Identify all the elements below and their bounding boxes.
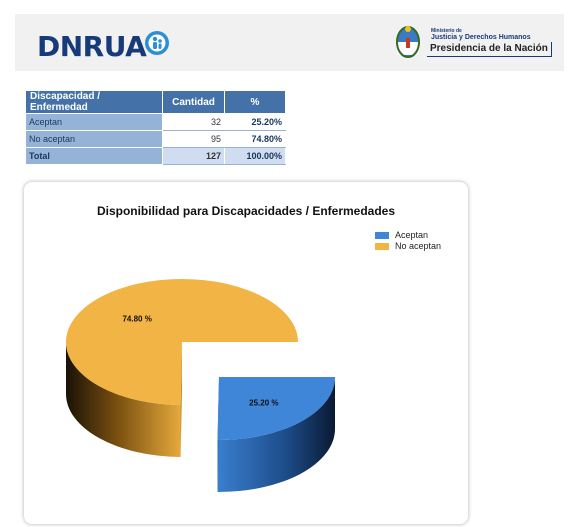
row-percent: 25.20% — [224, 113, 286, 131]
chart-title: Disponibilidad para Discapacidades / Enf… — [96, 204, 396, 218]
column-header-percent: % — [224, 90, 286, 114]
pie-side-no-aceptan — [66, 342, 181, 457]
summary-table: Discapacidad / Enfermedad Cantidad % Ace… — [25, 90, 286, 165]
pie-side-aceptan — [217, 377, 335, 492]
table-header-row: Discapacidad / Enfermedad Cantidad % — [25, 90, 286, 114]
total-percent: 100.00% — [224, 147, 286, 165]
argentina-shield-icon — [396, 26, 420, 58]
table-total-row: Total 127 100.00% — [25, 147, 286, 165]
row-count: 95 — [162, 130, 225, 148]
row-label: No aceptan — [25, 130, 163, 148]
legend-swatch-no-aceptan — [375, 243, 389, 251]
legend-label-no-aceptan: No aceptan — [395, 241, 442, 251]
row-percent: 74.80% — [224, 130, 286, 148]
ministry-name: Justicia y Derechos Humanos — [431, 34, 531, 41]
ministry-logo: Ministerio de Justicia y Derechos Humano… — [395, 24, 555, 64]
total-label: Total — [25, 147, 163, 165]
row-label: Aceptan — [25, 113, 163, 131]
table-row: Aceptan 32 25.20% — [25, 113, 286, 131]
table-row: No aceptan 95 74.80% — [25, 130, 286, 148]
pie-slice-no-aceptan — [65, 279, 298, 405]
family-logo-icon — [145, 31, 169, 55]
row-count: 32 — [162, 113, 225, 131]
legend-item-no-aceptan: No aceptan — [375, 241, 441, 252]
legend-swatch-aceptan — [375, 232, 389, 240]
pie-slice-aceptan — [217, 377, 335, 440]
legend-label-aceptan: Aceptan — [395, 230, 429, 240]
total-count: 127 — [162, 147, 225, 165]
data-label-aceptan: 25.20 % — [249, 399, 278, 408]
ministry-label: Ministerio de — [431, 28, 462, 34]
dnrua-logo-text: DNRUA — [37, 30, 147, 63]
pie-cut-no-aceptan — [180, 342, 182, 457]
chart-legend: Aceptan No aceptan — [375, 230, 441, 252]
presidency-label: Presidencia de la Nación — [427, 42, 552, 57]
column-header-count: Cantidad — [162, 90, 225, 114]
data-label-no-aceptan: 74.80 % — [122, 314, 151, 323]
page-header: DNRUA Ministerio de Justicia y Derechos … — [15, 14, 564, 71]
column-header-category: Discapacidad / Enfermedad — [25, 90, 163, 114]
legend-item-aceptan: Aceptan — [375, 230, 441, 241]
pie-chart-panel: Disponibilidad para Discapacidades / Enf… — [24, 182, 468, 524]
pie-chart: 25.20 % 74.80 % — [65, 279, 335, 492]
